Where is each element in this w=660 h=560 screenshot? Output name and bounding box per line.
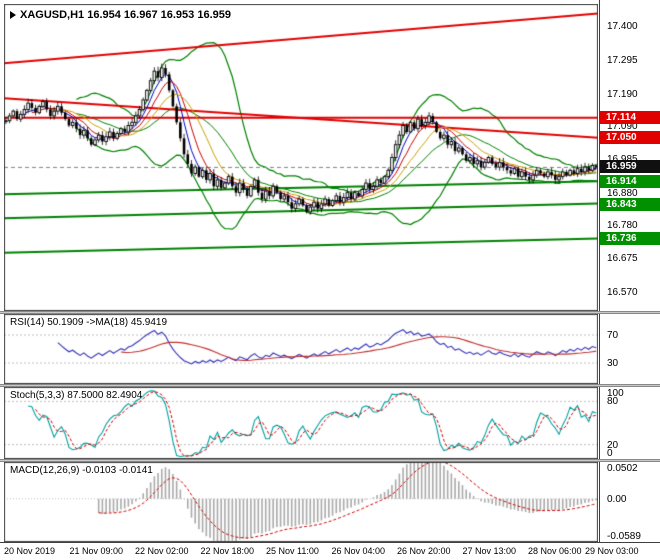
stoch-level-label: 80 xyxy=(607,396,619,408)
price-tag: 17.114 xyxy=(600,110,660,124)
panel-separator[interactable] xyxy=(0,311,660,314)
price-tick-label: 17.295 xyxy=(607,54,638,66)
price-tag: 16.843 xyxy=(600,197,660,211)
symbol-arrow-icon xyxy=(10,11,16,19)
price-tick-label: 16.880 xyxy=(607,187,638,199)
time-label: 22 Nov 18:00 xyxy=(200,546,255,556)
price-tick-label: 16.675 xyxy=(607,253,638,265)
panel-separator[interactable] xyxy=(0,459,660,462)
price-tick-label: 16.985 xyxy=(607,154,638,165)
price-tick-label: 17.190 xyxy=(607,88,638,100)
time-label: 25 Nov 11:00 xyxy=(266,546,319,556)
price-tag: 16.736 xyxy=(600,231,660,245)
chart-title-text: XAGUSD,H1 16.954 16.967 16.953 16.959 xyxy=(20,9,231,21)
time-label: 20 Nov 2019 xyxy=(4,546,56,556)
macd-panel-canvas[interactable] xyxy=(4,462,598,542)
rsi-level-label: 30 xyxy=(607,358,619,369)
price-tick-label: 16.570 xyxy=(607,286,638,298)
stoch-label: Stoch(5,3,3) 87.5000 82.4904 xyxy=(10,390,143,401)
macd-level-label: -0.0589 xyxy=(607,531,641,542)
price-tick-label: 16.780 xyxy=(607,219,638,231)
stoch-level-label: 20 xyxy=(607,439,619,451)
stoch-level-label: 100 xyxy=(607,388,624,399)
time-axis[interactable]: 20 Nov 2019 21 Nov 09:00 22 Nov 02:00 22 No… xyxy=(0,542,660,560)
stoch-level-label: 0 xyxy=(607,448,613,459)
price-tag: 17.050 xyxy=(600,131,660,145)
rsi-panel-canvas[interactable] xyxy=(4,314,598,384)
price-tag: 16.959 xyxy=(600,160,660,174)
macd-label: MACD(12,26,9) -0.0103 -0.0141 xyxy=(10,465,153,476)
macd-level-label: 0.0502 xyxy=(607,463,638,474)
time-label: 27 Nov 13:00 xyxy=(462,546,517,556)
time-label: 21 Nov 09:00 xyxy=(69,546,124,556)
time-label: 29 Nov 03:00 xyxy=(585,546,639,556)
rsi-label: RSI(14) 50.1909 ->MA(18) 45.9419 xyxy=(10,317,168,328)
panel-separator[interactable] xyxy=(0,384,660,387)
stoch-panel-canvas[interactable] xyxy=(4,387,598,459)
time-label: 22 Nov 02:00 xyxy=(135,546,189,556)
price-axis[interactable]: 17.400 17.295 17.190 17.090 16.985 16.880 16.7… xyxy=(599,0,660,542)
rsi-level-label: 70 xyxy=(607,330,619,341)
price-tick-label: 17.090 xyxy=(607,120,638,132)
time-label: 26 Nov 04:00 xyxy=(331,546,386,556)
price-tick-label: 17.400 xyxy=(607,21,638,33)
main-chart-canvas[interactable] xyxy=(4,4,598,311)
time-label: 28 Nov 06:00 xyxy=(528,546,582,556)
time-label: 26 Nov 20:00 xyxy=(397,546,451,556)
price-tag: 16.914 xyxy=(600,174,660,188)
chart-title: XAGUSD,H1 16.954 16.967 16.953 16.959 xyxy=(10,9,231,21)
macd-level-label: 0.00 xyxy=(607,493,627,505)
